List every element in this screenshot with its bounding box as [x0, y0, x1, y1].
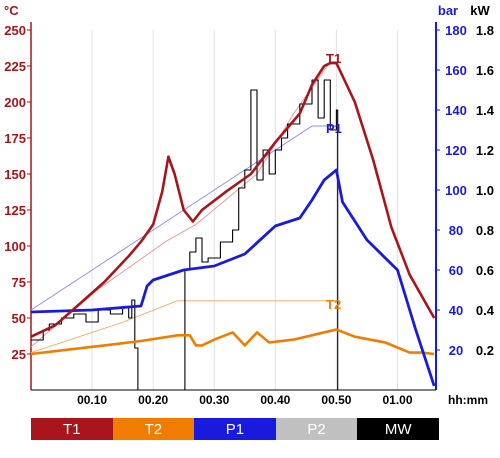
- kw-axis-tick-label: 0.8: [476, 223, 494, 238]
- kw-axis-tick-label: 1.0: [476, 183, 494, 198]
- series-t1-setpoint: [30, 61, 337, 348]
- left-axis-tick-label: 175: [4, 131, 26, 146]
- left-axis-tick-label: 150: [4, 167, 26, 182]
- bar-axis-tick-label: 40: [449, 303, 463, 318]
- bar-axis-tick-label: 120: [445, 143, 467, 158]
- series-mw: [31, 79, 339, 391]
- kw-axis-tick-label: 1.6: [476, 63, 494, 78]
- kw-axis-tick-label: 0.4: [476, 303, 495, 318]
- kw-axis-tick-label: 1.8: [476, 23, 494, 38]
- bar-axis-tick-label: 80: [449, 223, 463, 238]
- x-axis-tick-label: 01.00: [383, 393, 413, 407]
- legend-item-p1: P1: [194, 418, 276, 440]
- bar-axis-tick-label: 100: [445, 183, 467, 198]
- series-p1: [30, 168, 436, 387]
- kw-axis-tick-label: 0.2: [476, 343, 494, 358]
- left-axis-tick-label: 250: [4, 23, 26, 38]
- x-axis-tick-label: 00.20: [138, 393, 168, 407]
- left-axis-tick-label: 100: [4, 239, 26, 254]
- left-axis-tick-label: 200: [4, 95, 26, 110]
- series-t2: [30, 328, 435, 356]
- x-axis-unit-label: hh:mm: [448, 393, 488, 407]
- left-axis-tick-label: 50: [12, 311, 26, 326]
- legend-item-t2: T2: [112, 418, 195, 440]
- annotation-t2: T2: [326, 297, 341, 312]
- annotation-p1: P1: [326, 121, 342, 136]
- x-axis-tick-label: 00.50: [321, 393, 351, 407]
- chart-legend: T1 T2 P1 P2 MW: [31, 418, 439, 440]
- annotation-t1: T1: [326, 51, 341, 66]
- x-axis-tick-label: 00.10: [77, 393, 107, 407]
- bar-axis-unit-label: bar: [438, 3, 458, 18]
- kw-axis-unit-label: kW: [470, 3, 490, 18]
- bar-axis-tick-label: 20: [449, 343, 463, 358]
- kw-axis-tick-label: 1.4: [476, 103, 495, 118]
- x-axis-tick-label: 00.30: [199, 393, 229, 407]
- x-axis-tick-label: 00.40: [260, 393, 290, 407]
- left-axis-tick-label: 25: [12, 347, 26, 362]
- kw-axis-tick-label: 1.2: [476, 143, 494, 158]
- left-axis-tick-label: 75: [12, 275, 26, 290]
- legend-item-t1: T1: [31, 418, 113, 440]
- left-axis-unit-label: °C: [4, 3, 19, 18]
- series-t1: [30, 61, 436, 338]
- kw-axis-tick-label: 0.6: [476, 263, 494, 278]
- series-t2-setpoint: [30, 300, 337, 354]
- legend-item-mw: MW: [357, 418, 439, 440]
- bar-axis-tick-label: 180: [445, 23, 467, 38]
- left-axis-tick-label: 125: [4, 203, 26, 218]
- bar-axis-tick-label: 140: [445, 103, 467, 118]
- bar-axis-tick-label: 60: [449, 263, 463, 278]
- bar-axis-tick-label: 160: [445, 63, 467, 78]
- left-axis-tick-label: 225: [4, 59, 26, 74]
- series-p1-setpoint: [30, 125, 337, 311]
- legend-item-p2: P2: [275, 418, 358, 440]
